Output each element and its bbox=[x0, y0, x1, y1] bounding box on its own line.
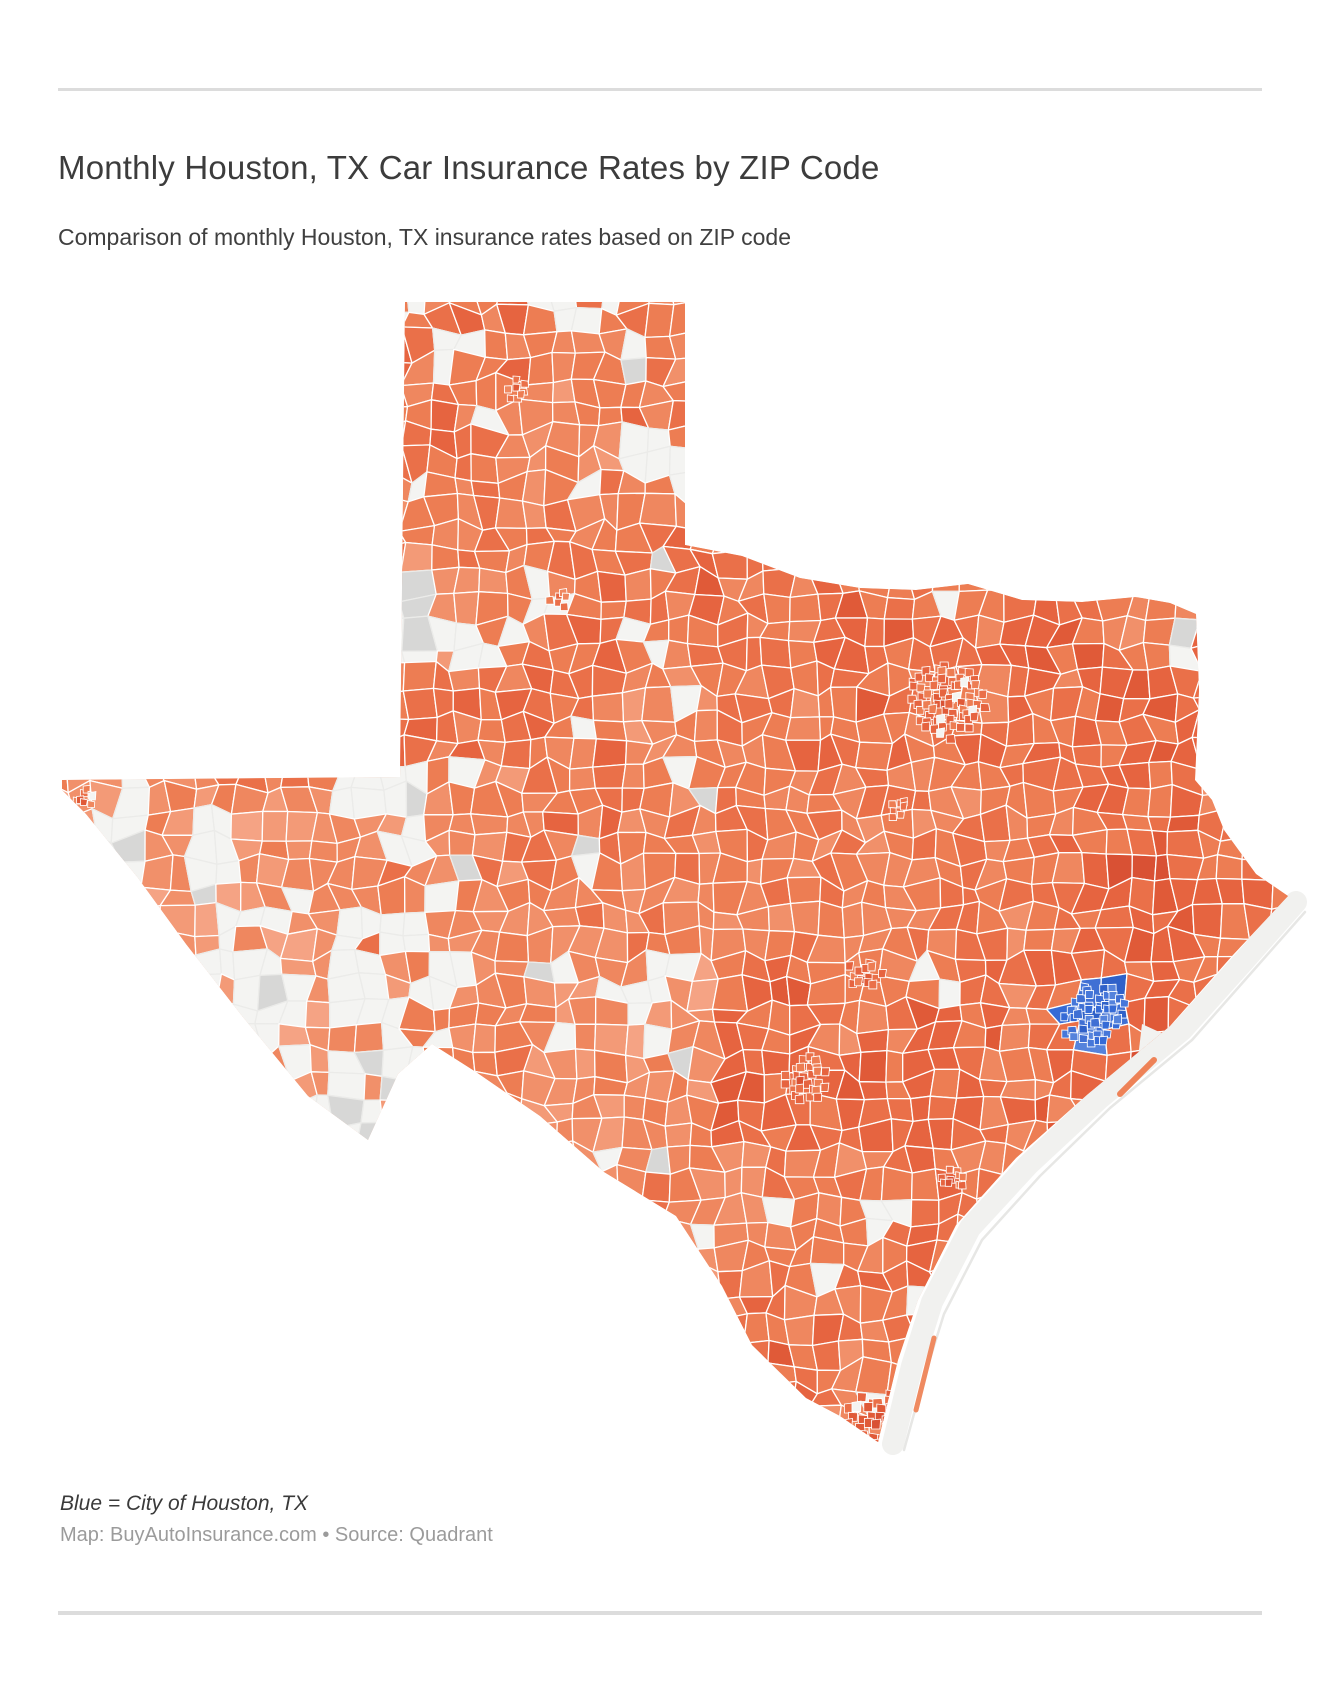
bottom-divider bbox=[58, 1611, 1262, 1615]
top-divider bbox=[58, 88, 1262, 91]
map-legend-note: Blue = City of Houston, TX bbox=[60, 1492, 309, 1515]
page-title: Monthly Houston, TX Car Insurance Rates … bbox=[58, 149, 880, 186]
map-attribution: Map: BuyAutoInsurance.com • Source: Quad… bbox=[60, 1524, 493, 1546]
page-subtitle: Comparison of monthly Houston, TX insura… bbox=[58, 224, 791, 250]
